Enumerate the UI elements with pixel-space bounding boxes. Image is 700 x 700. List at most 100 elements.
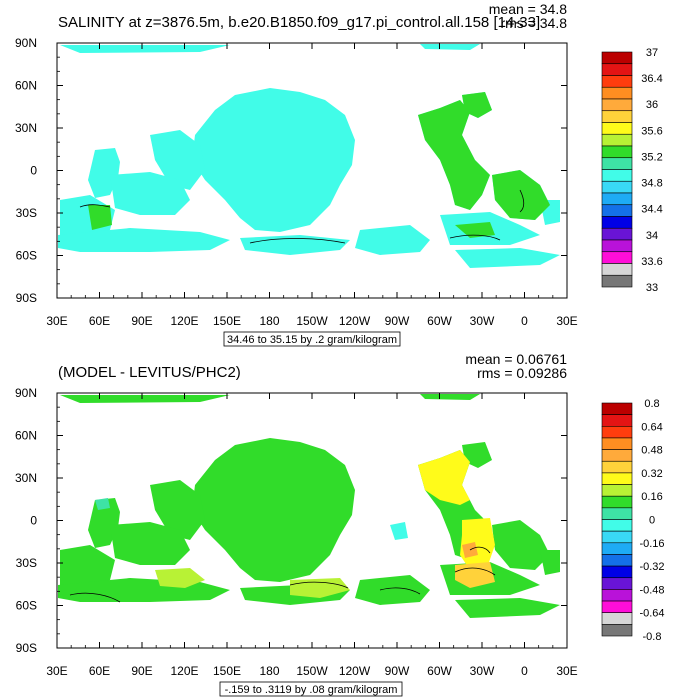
x-tick-label: 0 [521, 664, 528, 678]
y-tick-label: 60N [15, 79, 37, 93]
panel1-contour-info: 34.46 to 35.15 by .2 gram/kilogram [227, 334, 397, 346]
panel2-ocean-field [58, 394, 560, 618]
colorbar-swatch [601, 122, 633, 135]
x-tick-label: 180 [259, 664, 279, 678]
colorbar-label: 0.8 [644, 398, 659, 410]
x-tick-label: 60W [427, 314, 452, 328]
panel2-contour-info: -.159 to .3119 by .08 gram/kilogram [225, 684, 398, 696]
y-tick-label: 30S [16, 206, 37, 220]
x-tick-label: 150W [296, 664, 328, 678]
y-tick-label: 60N [15, 429, 37, 443]
x-tick-label: 180 [259, 314, 279, 328]
colorbar-label: -0.48 [639, 584, 664, 596]
panel-salinity: SALINITY at z=3876.5m, b.e20.B1850.f09_g… [15, 1, 663, 347]
colorbar-swatch [601, 51, 633, 65]
colorbar-swatch [601, 274, 633, 288]
x-tick-label: 60E [89, 664, 110, 678]
colorbar-label: 0.64 [641, 421, 662, 433]
x-tick-label: 0 [521, 314, 528, 328]
panel1-colorbar: 37 36.4 36 35.6 35.2 34.8 34.4 34 33.6 33 [601, 47, 663, 294]
colorbar-swatch [601, 554, 633, 567]
y-tick-label: 0 [30, 164, 37, 178]
colorbar-label: 36 [646, 99, 658, 111]
panel1-ocean-field [58, 44, 560, 268]
colorbar-swatch [601, 612, 633, 625]
colorbar-label: 0.32 [641, 468, 662, 480]
colorbar-swatch [601, 565, 633, 579]
panel2-contour-info-box: -.159 to .3119 by .08 gram/kilogram [219, 681, 403, 697]
colorbar-swatch [601, 507, 633, 520]
y-tick-label: 90S [16, 291, 37, 305]
colorbar-swatch [601, 624, 633, 637]
panel2-rms: rms = 0.09286 [477, 365, 567, 381]
x-tick-label: 30E [46, 664, 67, 678]
x-tick-label: 150E [213, 664, 241, 678]
colorbar-label: 34.8 [641, 178, 662, 190]
colorbar-swatch [601, 414, 633, 427]
y-tick-label: 30N [15, 121, 37, 135]
panel-difference: (MODEL - LEVITUS/PHC2) mean = 0.06761 rm… [15, 351, 665, 697]
colorbar-swatch [601, 530, 633, 544]
colorbar-label: 35.2 [641, 151, 662, 163]
colorbar-swatch [601, 402, 633, 415]
x-tick-label: 90W [385, 664, 410, 678]
panel2-colorbar: 0.8 0.64 0.48 0.32 0.16 0 -0.16 -0.32 -0.48 -0.64… [601, 398, 665, 643]
panel1-rms: rms = 34.8 [500, 15, 567, 31]
y-tick-label: 30N [15, 471, 37, 485]
x-tick-label: 30E [556, 664, 577, 678]
x-tick-label: 90W [385, 314, 410, 328]
x-tick-label: 120E [170, 314, 198, 328]
panel2-mean: mean = 0.06761 [465, 351, 567, 367]
colorbar-swatch [601, 86, 633, 100]
colorbar-swatch [601, 484, 633, 497]
colorbar-swatch [601, 251, 633, 264]
x-tick-label: 30W [470, 314, 495, 328]
colorbar-swatch [601, 542, 633, 555]
colorbar-swatch [601, 425, 633, 439]
colorbar-swatch [601, 216, 633, 229]
panel1-mean: mean = 34.8 [489, 1, 567, 17]
x-tick-label: 30E [46, 314, 67, 328]
panel2-axes: 30E 60E 90E 120E 150E 180 150W 120W 90W 60W 30W 0 30… [15, 386, 578, 678]
x-tick-label: 60E [89, 314, 110, 328]
colorbar-swatch [601, 460, 633, 474]
colorbar-swatch [601, 157, 633, 170]
x-tick-label: 30E [556, 314, 577, 328]
x-tick-label: 120E [170, 664, 198, 678]
colorbar-swatch [601, 263, 633, 276]
colorbar-swatch [601, 63, 633, 76]
colorbar-label: 34 [646, 230, 658, 242]
colorbar-swatch [601, 437, 633, 450]
colorbar-swatch [601, 495, 633, 509]
colorbar-label: -0.32 [639, 561, 664, 573]
colorbar-swatch [601, 98, 633, 112]
panel1-contour-info-box: 34.46 to 35.15 by .2 gram/kilogram [223, 331, 401, 347]
colorbar-swatch [601, 227, 633, 241]
y-tick-label: 0 [30, 514, 37, 528]
colorbar-label: 37 [646, 47, 658, 59]
colorbar-swatch [601, 75, 633, 88]
colorbar-label: 0.16 [641, 491, 662, 503]
y-tick-label: 90N [15, 36, 37, 50]
panel1-title: SALINITY at z=3876.5m, b.e20.B1850.f09_g… [58, 14, 540, 31]
colorbar-swatch [601, 110, 633, 123]
colorbar-swatch [601, 519, 633, 532]
x-tick-label: 150W [296, 314, 328, 328]
y-tick-label: 90S [16, 641, 37, 655]
panel2-title: (MODEL - LEVITUS/PHC2) [58, 364, 241, 381]
colorbar-swatch [601, 472, 633, 485]
y-tick-label: 60S [16, 249, 37, 263]
colorbar-label: 0 [649, 515, 655, 527]
colorbar-label: -0.64 [639, 608, 664, 620]
colorbar-swatch [601, 169, 633, 182]
x-tick-label: 90E [131, 664, 152, 678]
colorbar-swatch [601, 145, 633, 159]
colorbar-swatch [601, 180, 633, 194]
x-tick-label: 60W [427, 664, 452, 678]
x-tick-label: 120W [339, 664, 371, 678]
colorbar-label: 33.6 [641, 256, 662, 268]
colorbar-label: -0.8 [643, 631, 662, 643]
x-tick-label: 120W [339, 314, 371, 328]
x-tick-label: 90E [131, 314, 152, 328]
